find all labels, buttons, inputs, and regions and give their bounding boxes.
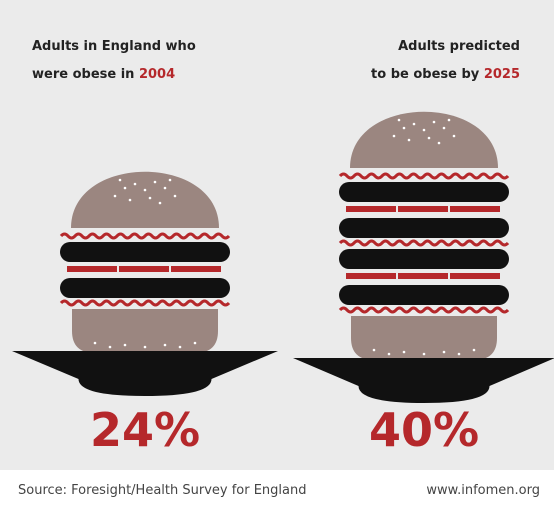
seed [472, 348, 476, 352]
site: www.infomen.org [426, 483, 540, 498]
seed [437, 141, 441, 145]
seed [442, 126, 446, 130]
seed [422, 128, 426, 132]
patty [339, 249, 509, 269]
bottom-bun [72, 309, 218, 353]
top-bun [71, 171, 219, 228]
seed [173, 194, 177, 198]
top-bun [350, 111, 498, 168]
seed [442, 350, 446, 354]
bacon [171, 266, 221, 272]
percentage: 40% [369, 403, 479, 457]
seed [163, 186, 167, 190]
seed [168, 178, 172, 182]
seed [457, 352, 461, 356]
seed [178, 345, 182, 349]
seed [193, 341, 197, 345]
seed [163, 343, 167, 347]
bacon [398, 206, 448, 212]
patty [339, 182, 509, 202]
bacon [346, 273, 396, 279]
seed [123, 186, 127, 190]
seed [93, 341, 97, 345]
bacon [346, 206, 396, 212]
burgers [12, 111, 554, 403]
seed [392, 134, 396, 138]
bottom-bun [351, 316, 497, 360]
bacon [450, 206, 500, 212]
patty [339, 218, 509, 238]
bacon [450, 273, 500, 279]
seed [412, 122, 416, 126]
text: to be obese by [371, 67, 480, 82]
seed [397, 118, 401, 122]
seed [402, 126, 406, 130]
patty [339, 285, 509, 305]
bacon [398, 273, 448, 279]
seed [108, 345, 112, 349]
plate [293, 358, 554, 403]
seed [447, 118, 451, 122]
seed [402, 350, 406, 354]
seed [123, 343, 127, 347]
seed [128, 198, 132, 202]
seed [153, 180, 157, 184]
seed [407, 138, 411, 142]
seed [143, 188, 147, 192]
year: 2004 [139, 67, 175, 82]
percentage: 24% [90, 403, 200, 457]
patty [60, 242, 230, 262]
seed [143, 345, 147, 349]
seed [133, 182, 137, 186]
seed [432, 120, 436, 124]
bacon [67, 266, 117, 272]
text: were obese in [32, 67, 134, 82]
plate [12, 351, 278, 396]
seed [148, 196, 152, 200]
panel-title: to be obese by 2025 [371, 67, 520, 82]
year: 2025 [484, 67, 520, 82]
seed [387, 352, 391, 356]
seed [422, 352, 426, 356]
seed [113, 194, 117, 198]
patty [60, 278, 230, 298]
seed [372, 348, 376, 352]
seed [452, 134, 456, 138]
panel-title: were obese in 2004 [32, 67, 175, 82]
panel-title: Adults predicted [398, 39, 520, 54]
seed [158, 201, 162, 205]
panel-title: Adults in England who [32, 39, 196, 54]
wave [338, 172, 510, 180]
seed [118, 178, 122, 182]
bacon [119, 266, 169, 272]
wave [59, 232, 231, 240]
source: Source: Foresight/Health Survey for Engl… [18, 483, 307, 498]
wave [338, 239, 510, 247]
wave [338, 306, 510, 314]
seed [427, 136, 431, 140]
wave [59, 299, 231, 307]
